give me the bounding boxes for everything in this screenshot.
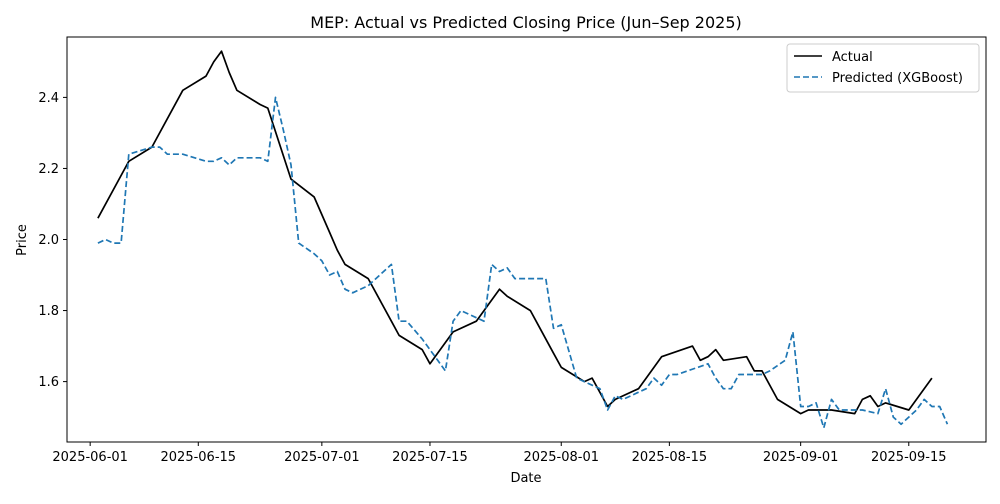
- y-tick-label: 1.8: [38, 304, 59, 319]
- x-axis-ticks: 2025-06-01 2025-06-15 2025-07-01 2025-07-15…: [52, 442, 947, 465]
- legend-label-actual: Actual: [832, 50, 873, 65]
- y-tick-label: 2.0: [38, 233, 59, 248]
- legend-label-predicted: Predicted (XGBoost): [832, 71, 963, 86]
- x-tick-label: 2025-08-15: [632, 450, 708, 465]
- x-tick-label: 2025-06-01: [52, 450, 128, 465]
- x-axis-label: Date: [510, 471, 541, 486]
- x-tick-label: 2025-09-01: [763, 450, 839, 465]
- x-tick-label: 2025-06-15: [161, 450, 237, 465]
- y-axis-ticks: 1.6 1.8 2.0 2.2 2.4: [38, 91, 67, 390]
- x-tick-label: 2025-08-01: [523, 450, 599, 465]
- y-tick-label: 2.4: [38, 91, 59, 106]
- axes-frame: [66, 36, 987, 443]
- legend-box: [786, 43, 980, 93]
- y-tick-label: 1.6: [38, 375, 59, 390]
- series-line-actual: [97, 50, 933, 415]
- series-line-predicted: [97, 96, 949, 429]
- legend: Actual Predicted (XGBoost): [786, 43, 980, 93]
- y-axis-label: Price: [15, 224, 30, 256]
- chart-title: MEP: Actual vs Predicted Closing Price (…: [310, 13, 741, 32]
- x-tick-label: 2025-07-15: [392, 450, 468, 465]
- x-tick-label: 2025-09-15: [871, 450, 947, 465]
- y-tick-label: 2.2: [38, 162, 59, 177]
- x-tick-label: 2025-07-01: [284, 450, 360, 465]
- plot-area: [97, 50, 949, 429]
